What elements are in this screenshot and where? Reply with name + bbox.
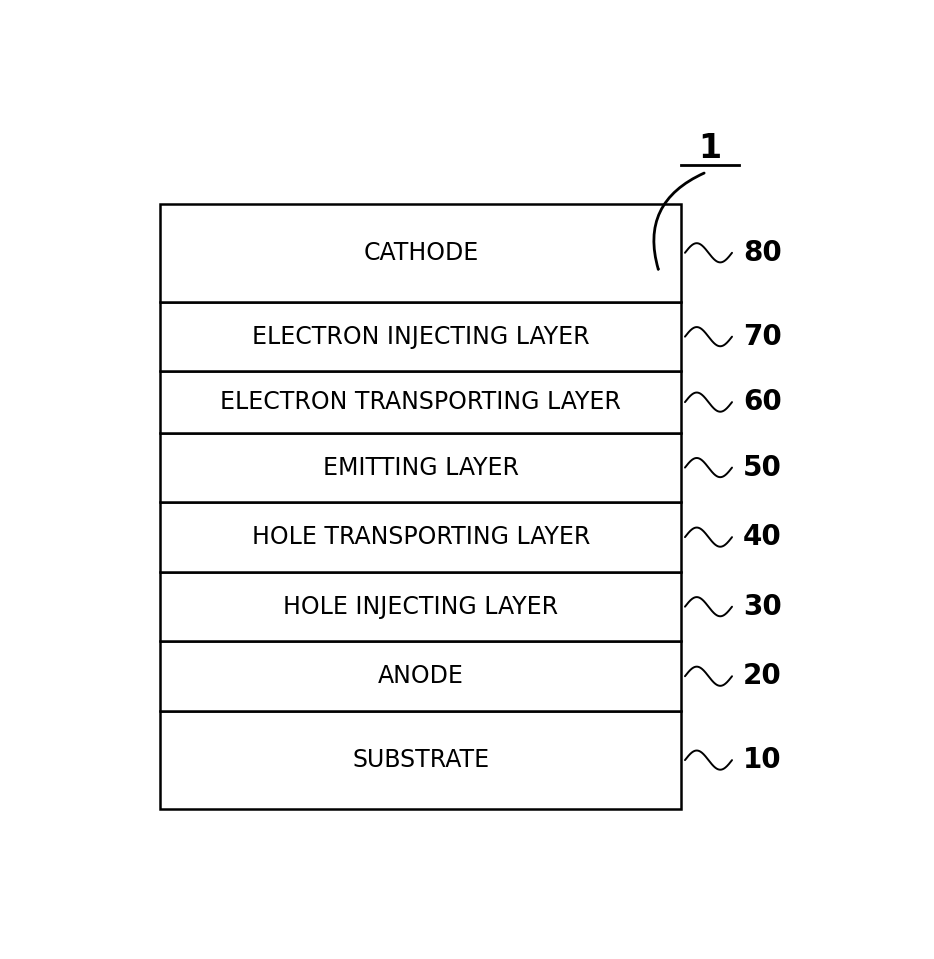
Bar — [161, 572, 682, 642]
Text: CATHODE: CATHODE — [363, 241, 478, 265]
Text: SUBSTRATE: SUBSTRATE — [352, 748, 489, 772]
Text: 30: 30 — [743, 593, 782, 620]
Text: EMITTING LAYER: EMITTING LAYER — [323, 456, 518, 480]
Text: ELECTRON INJECTING LAYER: ELECTRON INJECTING LAYER — [252, 325, 589, 349]
Bar — [161, 711, 682, 809]
Text: ELECTRON TRANSPORTING LAYER: ELECTRON TRANSPORTING LAYER — [220, 390, 621, 414]
Bar — [161, 642, 682, 711]
Text: 40: 40 — [743, 523, 782, 551]
Text: HOLE TRANSPORTING LAYER: HOLE TRANSPORTING LAYER — [251, 526, 590, 550]
Text: ANODE: ANODE — [378, 665, 463, 689]
Text: 1: 1 — [699, 131, 722, 165]
Bar — [161, 203, 682, 302]
Bar — [161, 302, 682, 371]
Text: 10: 10 — [743, 746, 782, 774]
FancyArrowPatch shape — [654, 173, 704, 269]
Text: 50: 50 — [743, 454, 782, 481]
Bar — [161, 503, 682, 572]
Text: 20: 20 — [743, 663, 782, 690]
Bar — [161, 433, 682, 503]
Bar — [161, 371, 682, 433]
Text: 60: 60 — [743, 388, 782, 416]
Text: 70: 70 — [743, 322, 782, 351]
Text: HOLE INJECTING LAYER: HOLE INJECTING LAYER — [283, 595, 559, 619]
Text: 80: 80 — [743, 239, 782, 267]
